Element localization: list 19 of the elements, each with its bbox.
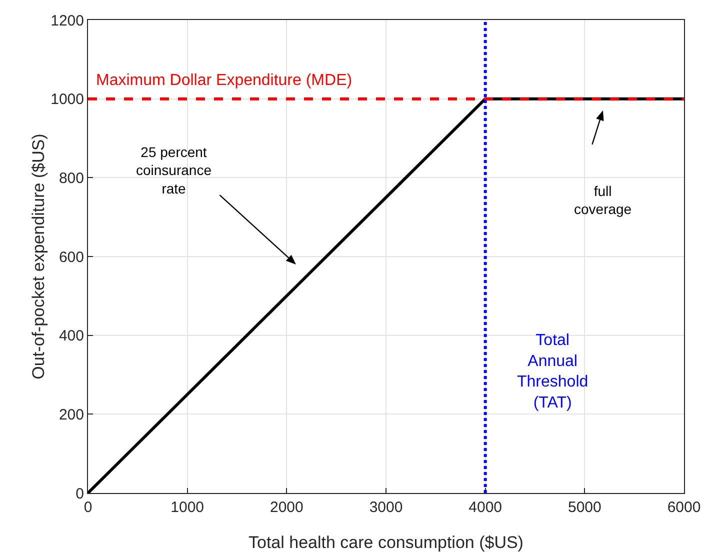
y-tick-label: 800 [58, 170, 84, 187]
x-tick-label: 5000 [568, 499, 602, 516]
x-tick-label: 3000 [369, 499, 403, 516]
x-tick-label: 1000 [170, 499, 204, 516]
y-tick-label: 0 [76, 485, 84, 502]
ref-line-label: Maximum Dollar Expenditure (MDE) [96, 72, 352, 89]
y-tick-label: 400 [58, 328, 84, 345]
y-axis-title: Out-of-pocket expenditure ($US) [29, 134, 48, 380]
x-axis-title: Total health care consumption ($US) [248, 533, 524, 552]
x-tick-label: 6000 [667, 499, 701, 516]
ref-line-label: Total Annual Threshold (TAT) [517, 332, 588, 412]
x-tick-label: 4000 [468, 499, 502, 516]
annotation: 25 percent coinsurance rate [136, 144, 212, 196]
annotation: full coverage [574, 183, 632, 218]
y-tick-label: 600 [58, 248, 84, 266]
y-tick-label: 1000 [50, 91, 84, 108]
y-tick-label: 1200 [50, 12, 84, 30]
x-tick-label: 2000 [270, 499, 304, 516]
y-tick-label: 200 [58, 406, 84, 424]
